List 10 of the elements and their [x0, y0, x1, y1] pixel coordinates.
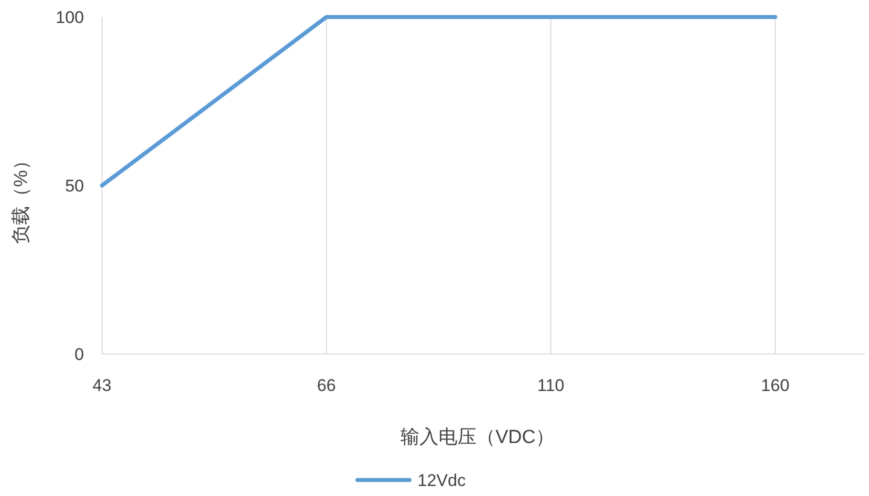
y-tick-label: 100 — [56, 8, 84, 27]
x-axis-title: 输入电压（VDC） — [400, 427, 555, 448]
y-tick-label: 0 — [74, 345, 84, 364]
x-tick-label: 160 — [761, 376, 790, 395]
x-tick-label: 66 — [316, 376, 336, 395]
x-tick-label: 110 — [537, 376, 564, 395]
legend-label: 12Vdc — [418, 471, 466, 490]
y-axis-title: 负载（%） — [11, 151, 32, 244]
x-tick-label: 43 — [92, 376, 112, 395]
y-tick-label: 50 — [65, 176, 84, 196]
